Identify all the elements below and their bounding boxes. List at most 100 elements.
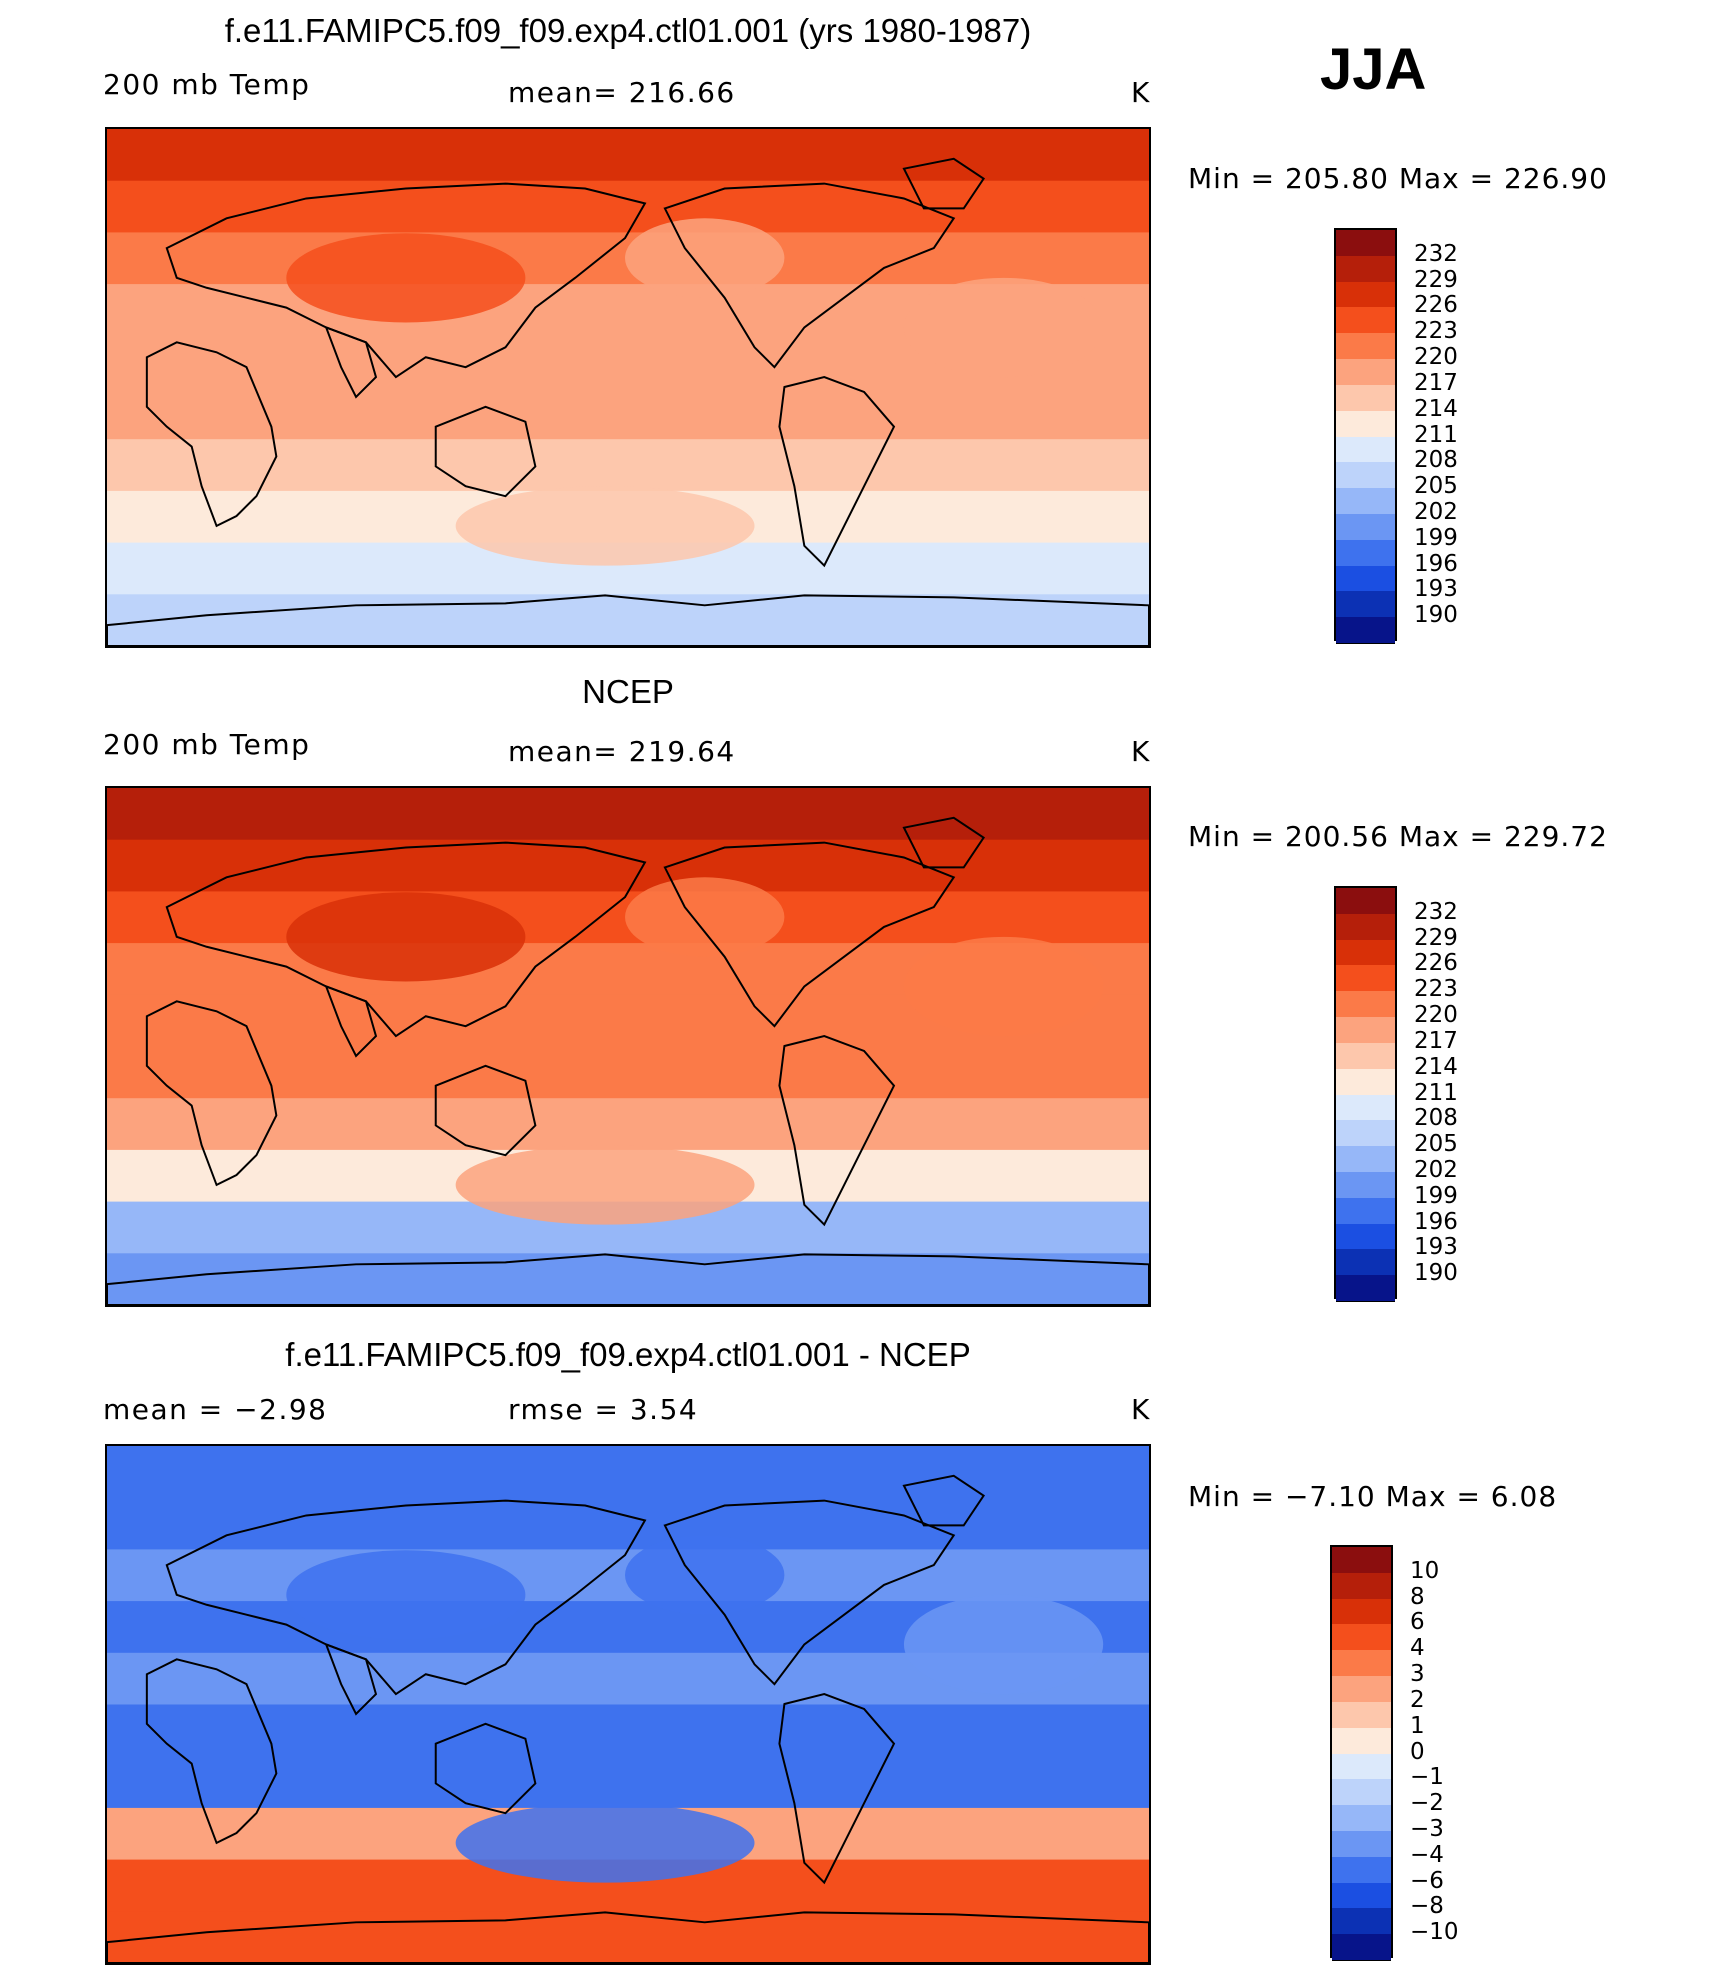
colorbar-cell <box>1332 1856 1391 1884</box>
panel-1-colorbar <box>1334 228 1397 644</box>
colorbar-cell <box>1332 1779 1391 1807</box>
contour-blob <box>455 486 755 566</box>
colorbar-cell <box>1332 1934 1391 1961</box>
coastline <box>107 1253 1149 1305</box>
colorbar-cell <box>1332 1753 1391 1781</box>
colorbar-tick-label: −4 <box>1410 1841 1444 1868</box>
colorbar-tick-label: 1 <box>1410 1712 1425 1739</box>
colorbar-cell <box>1336 255 1395 283</box>
coastline <box>902 816 986 869</box>
contour-blob <box>625 218 785 298</box>
colorbar-tick-label: 214 <box>1414 395 1458 422</box>
colorbar-cell <box>1332 1676 1391 1703</box>
panel-3-rmse-label: rmse = 3.54 <box>508 1393 699 1426</box>
colorbar-cell <box>1336 384 1395 412</box>
panel-1-map <box>105 127 1151 648</box>
colorbar-cell <box>1332 1727 1391 1755</box>
colorbar-tick-label: 8 <box>1410 1583 1425 1610</box>
colorbar-tick-label: 202 <box>1414 498 1458 525</box>
panel-2-map <box>105 786 1151 1307</box>
colorbar-cell <box>1336 1120 1395 1148</box>
coastline <box>165 841 647 1038</box>
contour-band <box>107 1704 1149 1758</box>
contour-blob <box>903 277 1104 378</box>
colorbar-cell <box>1336 1249 1395 1277</box>
colorbar-tick-label: 229 <box>1414 266 1458 293</box>
colorbar-tick-label: 208 <box>1414 1105 1458 1132</box>
colorbar-tick-label: 190 <box>1414 1260 1458 1287</box>
colorbar-tick-label: −3 <box>1410 1815 1444 1842</box>
colorbar-cell <box>1336 591 1395 619</box>
colorbar-cell <box>1336 333 1395 361</box>
colorbar-cell <box>1332 1701 1391 1729</box>
colorbar-cell <box>1336 913 1395 941</box>
colorbar-tick-label: 193 <box>1414 1234 1458 1261</box>
coastline <box>324 984 378 1058</box>
contour-band <box>107 180 1149 234</box>
coastline <box>145 1658 278 1845</box>
coastline <box>663 841 956 1028</box>
colorbar-cell <box>1332 1805 1391 1832</box>
contour-blob <box>903 936 1104 1037</box>
panel-3-map-svg <box>107 1446 1149 1963</box>
colorbar-cell <box>1336 513 1395 541</box>
colorbar-cell <box>1336 539 1395 567</box>
colorbar-cell <box>1336 488 1395 515</box>
contour-band <box>107 129 1149 182</box>
coastline <box>663 1499 956 1686</box>
colorbar-tick-label: −1 <box>1410 1764 1444 1791</box>
colorbar-tick-label: 199 <box>1414 524 1458 551</box>
panel-2-minmax: Min = 200.56 Max = 229.72 <box>1188 820 1608 853</box>
coastline <box>778 1035 896 1227</box>
colorbar-tick-label: 3 <box>1410 1661 1425 1688</box>
contour-blob <box>625 1535 785 1615</box>
colorbar-cell <box>1336 1068 1395 1096</box>
contour-band <box>107 1756 1149 1809</box>
contour-band <box>107 1446 1149 1499</box>
colorbar-cell <box>1336 1042 1395 1070</box>
colorbar-tick-label: 202 <box>1414 1156 1458 1183</box>
colorbar-tick-label: −8 <box>1410 1893 1444 1920</box>
coastline <box>145 341 278 528</box>
contour-band <box>107 788 1149 841</box>
colorbar-cell <box>1336 939 1395 967</box>
coastline <box>324 1642 378 1716</box>
panel-3-map <box>105 1444 1151 1965</box>
panel-2-colorbar <box>1334 886 1397 1302</box>
colorbar-tick-label: 6 <box>1410 1609 1425 1636</box>
colorbar-tick-label: 217 <box>1414 1027 1458 1054</box>
panel-3-colorbar <box>1330 1545 1393 1961</box>
coastline <box>434 405 537 498</box>
colorbar-tick-label: 0 <box>1410 1738 1425 1765</box>
colorbar-tick-label: 226 <box>1414 292 1458 319</box>
colorbar-cell <box>1332 1598 1391 1626</box>
contour-blob <box>455 1803 755 1883</box>
colorbar-cell <box>1336 991 1395 1019</box>
panel-3-minmax: Min = −7.10 Max = 6.08 <box>1188 1480 1558 1513</box>
contour-band <box>107 839 1149 893</box>
season-label: JJA <box>1320 37 1427 102</box>
coastline <box>434 1722 537 1815</box>
coastline <box>663 182 956 369</box>
colorbar-tick-label: 220 <box>1414 344 1458 371</box>
colorbar-tick-label: 223 <box>1414 318 1458 345</box>
colorbar-tick-label: 223 <box>1414 976 1458 1003</box>
colorbar-tick-label: 229 <box>1414 924 1458 951</box>
colorbar-tick-label: 196 <box>1414 550 1458 577</box>
colorbar-cell <box>1336 307 1395 335</box>
panel-2-units: K <box>1131 735 1151 768</box>
contour-blob <box>903 1594 1104 1695</box>
coastline <box>165 1499 647 1696</box>
panel-1-mean-label: mean= 216.66 <box>508 76 736 109</box>
coastline <box>145 1000 278 1187</box>
colorbar-cell <box>1336 436 1395 464</box>
panel-2-mean-label: mean= 219.64 <box>508 735 736 768</box>
contour-blob <box>286 892 526 982</box>
contour-band <box>107 1253 1149 1305</box>
panel-3-units: K <box>1131 1393 1151 1426</box>
colorbar-cell <box>1336 1146 1395 1173</box>
colorbar-tick-label: 232 <box>1414 898 1458 925</box>
contour-blob <box>625 877 785 957</box>
colorbar-cell <box>1332 1882 1391 1910</box>
colorbar-cell <box>1336 1223 1395 1251</box>
